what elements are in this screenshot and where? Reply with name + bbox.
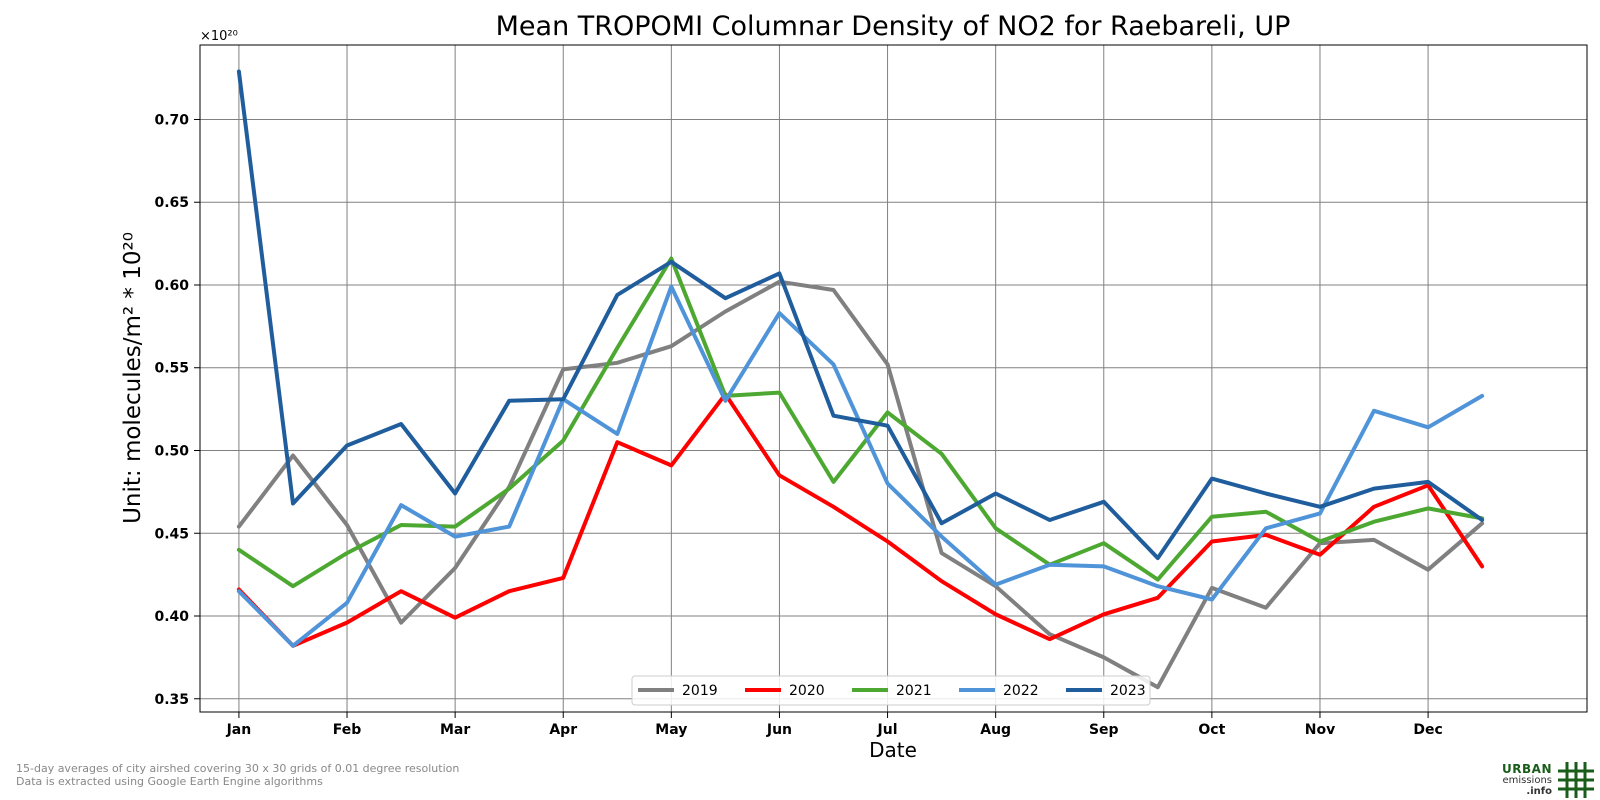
y-axis-ticks: 0.35 0.40 0.45 0.50 0.55 0.60 0.65 0.70 xyxy=(154,112,200,708)
series-line-2021 xyxy=(236,256,1485,589)
footnote-line-1: 15-day averages of city airshed covering… xyxy=(16,762,460,775)
x-tick-label: Dec xyxy=(1413,722,1442,738)
footnote-line-2: Data is extracted using Google Earth Eng… xyxy=(16,775,323,788)
legend-label-2023: 2023 xyxy=(1110,683,1146,699)
x-tick-label: Mar xyxy=(440,722,470,738)
x-tick-label: Aug xyxy=(980,722,1011,738)
series-line-2019 xyxy=(236,279,1485,690)
urban-emissions-logo: URBAN emissions .info xyxy=(1496,760,1596,798)
y-tick-label: 0.45 xyxy=(154,526,189,542)
legend-box xyxy=(631,675,1151,706)
legend-label-2022: 2022 xyxy=(1003,683,1039,699)
series-line-2022 xyxy=(236,284,1485,648)
x-tick-label: Jun xyxy=(766,722,792,738)
x-tick-label: Sep xyxy=(1089,722,1119,738)
x-tick-label: Apr xyxy=(549,722,577,738)
y-tick-label: 0.50 xyxy=(154,443,189,459)
x-tick-label: Jul xyxy=(877,722,898,738)
grid-lines xyxy=(200,45,1587,712)
y-tick-label: 0.40 xyxy=(154,609,189,625)
x-axis-label: Date xyxy=(869,738,917,762)
legend-label-2020: 2020 xyxy=(789,683,825,699)
legend: 2019 2020 2021 2022 2023 xyxy=(631,675,1151,706)
x-tick-label: Nov xyxy=(1305,722,1335,738)
y-tick-label: 0.65 xyxy=(154,195,189,211)
y-tick-label: 0.55 xyxy=(154,361,189,377)
legend-label-2021: 2021 xyxy=(896,683,932,699)
x-tick-label: May xyxy=(655,722,687,738)
y-offset-label: ×10²⁰ xyxy=(200,29,238,44)
series-line-2020 xyxy=(236,392,1485,648)
legend-label-2019: 2019 xyxy=(682,683,718,699)
chart-title: Mean TROPOMI Columnar Density of NO2 for… xyxy=(496,11,1291,42)
y-tick-label: 0.60 xyxy=(154,278,189,294)
logo-word-emissions: emissions xyxy=(1502,775,1552,786)
x-tick-label: Jan xyxy=(226,722,252,738)
series-line-2023 xyxy=(236,69,1485,561)
logo-word-urban: URBAN xyxy=(1502,762,1552,776)
x-tick-label: Oct xyxy=(1198,722,1225,738)
y-axis-label: Unit: molecules/m² * 10²⁰ xyxy=(120,232,146,524)
x-tick-label: Feb xyxy=(333,722,362,738)
plot-frame xyxy=(199,44,1588,713)
x-axis-ticks: Jan Feb Mar Apr May Jun Jul Aug Sep Oct Nov Dec xyxy=(226,712,1443,738)
logo-grid-icon xyxy=(1558,762,1594,798)
y-tick-label: 0.70 xyxy=(154,112,189,128)
series-lines xyxy=(236,69,1485,690)
y-tick-label: 0.35 xyxy=(154,692,189,708)
logo-word-info: .info xyxy=(1526,786,1552,797)
